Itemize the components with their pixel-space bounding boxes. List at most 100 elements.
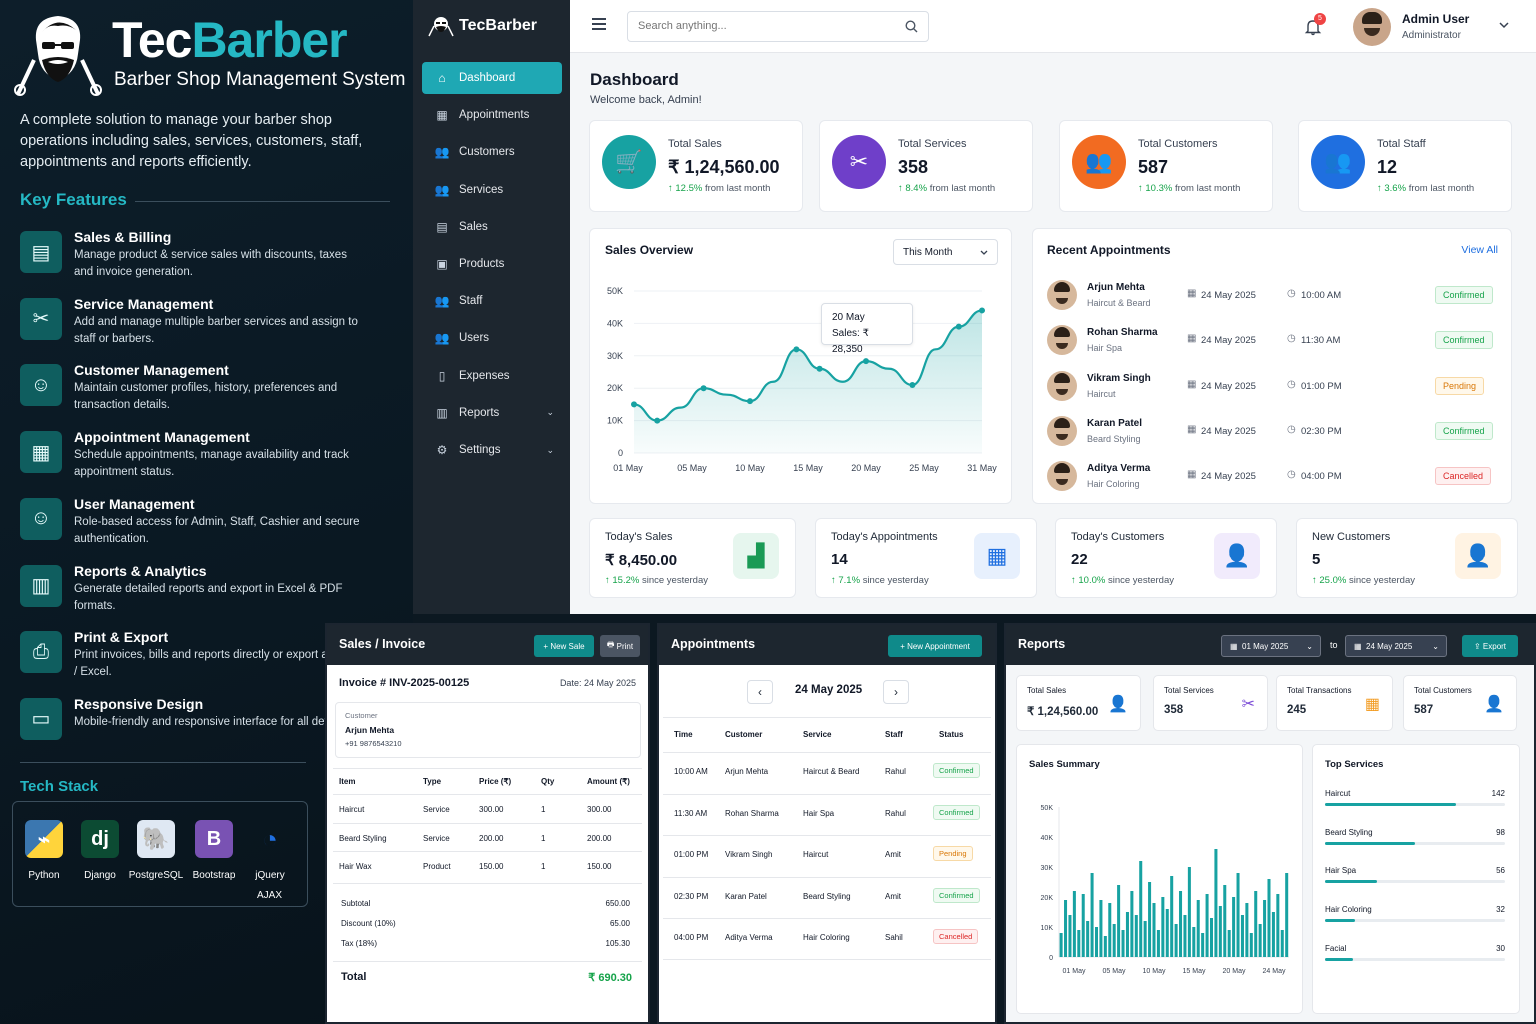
- feature-title: Responsive Design: [74, 695, 204, 712]
- sidebar-item-services[interactable]: 👥 Services: [422, 174, 562, 206]
- bell-icon[interactable]: [1304, 18, 1322, 36]
- sales-bar[interactable]: [1285, 873, 1289, 957]
- data-point[interactable]: [747, 398, 753, 405]
- sales-bar[interactable]: [1174, 924, 1178, 957]
- next-date-button[interactable]: ›: [883, 680, 909, 704]
- view-all-link[interactable]: View All: [1461, 244, 1498, 256]
- data-point[interactable]: [979, 307, 985, 314]
- sales-bar[interactable]: [1236, 873, 1240, 957]
- sidebar-item-staff[interactable]: 👥 Staff: [422, 285, 562, 317]
- avatar[interactable]: [1353, 8, 1391, 46]
- sales-bar[interactable]: [1245, 903, 1249, 957]
- feature-title: User Management: [74, 495, 195, 512]
- sales-bar[interactable]: [1117, 885, 1121, 957]
- menu-icon[interactable]: [592, 18, 606, 30]
- sidebar-item-settings[interactable]: ⚙ Settings ⌄: [422, 434, 562, 466]
- print-button[interactable]: 🖶 Print: [600, 635, 640, 657]
- sales-bar[interactable]: [1099, 900, 1103, 957]
- sales-bar[interactable]: [1077, 930, 1081, 957]
- data-point[interactable]: [955, 323, 962, 330]
- invoice-cell: 1: [541, 862, 546, 871]
- sidebar-item-sales[interactable]: ▤ Sales: [422, 211, 562, 243]
- sales-bar[interactable]: [1130, 891, 1134, 957]
- appointment-row[interactable]: Aditya Verma Hair Coloring ▦ 24 May 2025 ◷ 04…: [1047, 457, 1507, 497]
- sidebar-item-products[interactable]: ▣ Products: [422, 248, 562, 280]
- sales-bar[interactable]: [1148, 882, 1152, 957]
- sales-bar[interactable]: [1249, 933, 1253, 957]
- sales-bar[interactable]: [1205, 894, 1209, 957]
- search-input[interactable]: [628, 12, 888, 40]
- data-point[interactable]: [863, 358, 869, 365]
- sidebar-item-appointments[interactable]: ▦ Appointments: [422, 99, 562, 131]
- sales-bar[interactable]: [1094, 927, 1099, 957]
- sales-bar[interactable]: [1059, 933, 1063, 957]
- sidebar-item-dashboard[interactable]: ⌂ Dashboard: [422, 62, 562, 94]
- sales-bar[interactable]: [1232, 897, 1236, 957]
- sales-bar[interactable]: [1258, 924, 1262, 957]
- sales-bar[interactable]: [1112, 924, 1116, 957]
- sidebar-item-users[interactable]: 👥 Users: [422, 322, 562, 354]
- period-select[interactable]: This Month: [893, 239, 998, 265]
- sidebar-item-reports[interactable]: ▥ Reports ⌄: [422, 397, 562, 429]
- sales-bar[interactable]: [1090, 873, 1094, 957]
- sales-bar[interactable]: [1267, 879, 1271, 957]
- data-point[interactable]: [631, 401, 637, 408]
- sales-bar[interactable]: [1192, 927, 1196, 957]
- export-button[interactable]: ⇪ Export: [1462, 635, 1518, 657]
- sales-bar[interactable]: [1201, 933, 1205, 957]
- sidebar-item-expenses[interactable]: ▯ Expenses: [422, 360, 562, 392]
- new-sale-button[interactable]: + New Sale: [534, 635, 594, 657]
- prev-date-button[interactable]: ‹: [747, 680, 773, 704]
- sales-bar[interactable]: [1263, 900, 1267, 957]
- sales-bar[interactable]: [1254, 891, 1258, 957]
- sales-bar[interactable]: [1081, 894, 1085, 957]
- sales-bar[interactable]: [1196, 900, 1200, 957]
- appointment-row[interactable]: Vikram Singh Haircut ▦ 24 May 2025 ◷ 01:00 PM…: [1047, 367, 1507, 407]
- sales-bar[interactable]: [1179, 891, 1183, 957]
- to-date-picker[interactable]: ▦ 24 May 2025 ⌄: [1345, 635, 1447, 657]
- sidebar-item-customers[interactable]: 👥 Customers: [422, 136, 562, 168]
- sales-bar[interactable]: [1152, 903, 1156, 957]
- data-point[interactable]: [700, 385, 707, 392]
- sales-bar[interactable]: [1170, 876, 1174, 957]
- sales-bar[interactable]: [1139, 861, 1143, 957]
- sales-bar[interactable]: [1223, 885, 1227, 957]
- sales-bar[interactable]: [1161, 897, 1165, 957]
- sales-bar[interactable]: [1156, 930, 1160, 957]
- sales-bar[interactable]: [1240, 915, 1244, 957]
- sales-bar[interactable]: [1214, 849, 1218, 957]
- data-point[interactable]: [909, 381, 916, 388]
- sales-bar[interactable]: [1086, 921, 1090, 957]
- promo-brand: TecBarber: [112, 12, 348, 68]
- sales-bar[interactable]: [1068, 915, 1072, 957]
- sales-bar[interactable]: [1064, 900, 1068, 957]
- sales-bar[interactable]: [1227, 930, 1231, 957]
- sales-bar[interactable]: [1121, 930, 1125, 957]
- from-date-picker[interactable]: ▦ 01 May 2025 ⌄: [1221, 635, 1321, 657]
- sales-bar[interactable]: [1072, 891, 1076, 957]
- new-appointment-button[interactable]: + New Appointment: [888, 635, 982, 657]
- data-point[interactable]: [654, 417, 661, 424]
- search-icon[interactable]: [905, 20, 918, 33]
- sales-bar[interactable]: [1183, 915, 1187, 957]
- sales-bar[interactable]: [1165, 909, 1169, 957]
- appointment-row[interactable]: Karan Patel Beard Styling ▦ 24 May 2025 ◷ 02:…: [1047, 412, 1507, 452]
- sales-bar[interactable]: [1134, 915, 1138, 957]
- top-service-count: 98: [1496, 827, 1505, 837]
- sales-bar[interactable]: [1103, 936, 1107, 957]
- chevron-down-icon[interactable]: [1499, 22, 1509, 29]
- sales-bar[interactable]: [1209, 918, 1214, 957]
- data-point[interactable]: [793, 346, 800, 353]
- appointment-row[interactable]: Arjun Mehta Haircut & Beard ▦ 24 May 2025 ◷ 1…: [1047, 276, 1507, 316]
- sales-bar[interactable]: [1276, 894, 1280, 957]
- sales-bar[interactable]: [1125, 912, 1129, 957]
- appointment-row[interactable]: Rohan Sharma Hair Spa ▦ 24 May 2025 ◷ 11:30 A…: [1047, 321, 1507, 361]
- sales-bar[interactable]: [1271, 912, 1275, 957]
- sales-bar[interactable]: [1143, 921, 1147, 957]
- sales-bar[interactable]: [1280, 930, 1284, 957]
- data-point[interactable]: [816, 365, 823, 372]
- sales-bar[interactable]: [1187, 867, 1191, 957]
- sales-bar[interactable]: [1218, 906, 1222, 957]
- sidebar-brand[interactable]: TecBarber: [427, 14, 537, 38]
- sales-bar[interactable]: [1108, 903, 1112, 957]
